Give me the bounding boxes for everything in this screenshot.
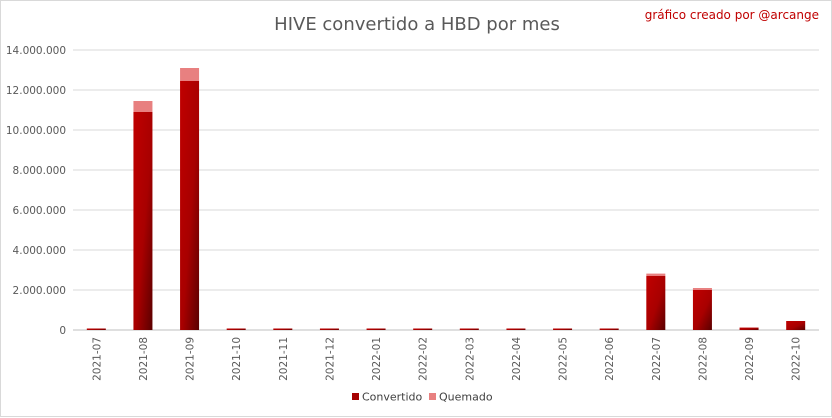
- legend-label: Convertido: [362, 391, 423, 404]
- x-tick-label: 2021-10: [231, 337, 243, 381]
- y-tick-label: 6.000.000: [13, 205, 66, 217]
- x-tick-label: 2022-02: [418, 337, 430, 381]
- bar-convertido: [553, 329, 572, 331]
- bar-convertido: [367, 329, 386, 331]
- y-axis: 0 2.000.000 4.000.000 6.000.000 8.000.000 10.…: [6, 45, 66, 337]
- bar-quemado: [646, 274, 665, 276]
- x-tick-label: 2021-09: [185, 337, 197, 381]
- x-tick-label: 2021-12: [324, 337, 336, 381]
- bar-convertido: [646, 276, 665, 330]
- y-tick-label: 10.000.000: [6, 125, 66, 137]
- bar-convertido: [180, 81, 199, 330]
- y-tick-label: 8.000.000: [13, 165, 66, 177]
- bar-convertido: [786, 321, 805, 330]
- bar-convertido: [740, 328, 759, 330]
- x-tick-label: 2021-07: [91, 337, 103, 381]
- y-tick-label: 0: [59, 325, 66, 337]
- y-tick-label: 2.000.000: [13, 285, 66, 297]
- bar-convertido: [320, 329, 339, 331]
- bar-convertido: [133, 112, 152, 330]
- bar-convertido: [87, 329, 106, 331]
- x-tick-label: 2022-06: [604, 337, 616, 381]
- legend: Convertido Quemado: [352, 391, 493, 404]
- legend-swatch: [429, 393, 436, 400]
- bar-quemado: [693, 288, 712, 290]
- bar-convertido: [273, 329, 292, 331]
- x-tick-label: 2022-08: [697, 337, 709, 381]
- legend-swatch: [352, 393, 359, 400]
- bar-convertido: [413, 329, 432, 331]
- x-tick-label: 2022-01: [371, 337, 383, 381]
- y-tick-label: 12.000.000: [6, 85, 66, 97]
- x-tick-label: 2022-05: [558, 337, 570, 381]
- bar-quemado: [133, 101, 152, 112]
- x-tick-label: 2022-04: [511, 337, 523, 381]
- x-tick-label: 2021-08: [138, 337, 150, 381]
- bar-convertido: [506, 329, 525, 331]
- bar-convertido: [693, 290, 712, 330]
- x-tick-label: 2022-07: [651, 337, 663, 381]
- bar-quemado: [180, 68, 199, 81]
- bar-convertido: [600, 329, 619, 331]
- y-tick-label: 4.000.000: [13, 245, 66, 257]
- bar-convertido: [460, 329, 479, 331]
- y-tick-label: 14.000.000: [6, 45, 66, 57]
- x-tick-label: 2021-11: [278, 337, 290, 381]
- x-axis: 2021-07 2021-08 2021-09 2021-10 2021-11 2021-…: [91, 337, 802, 381]
- x-tick-label: 2022-10: [791, 337, 803, 381]
- x-tick-label: 2022-09: [744, 337, 756, 381]
- bars: [87, 68, 805, 330]
- x-tick-label: 2022-03: [464, 337, 476, 381]
- legend-label: Quemado: [439, 391, 493, 404]
- bar-convertido: [227, 329, 246, 331]
